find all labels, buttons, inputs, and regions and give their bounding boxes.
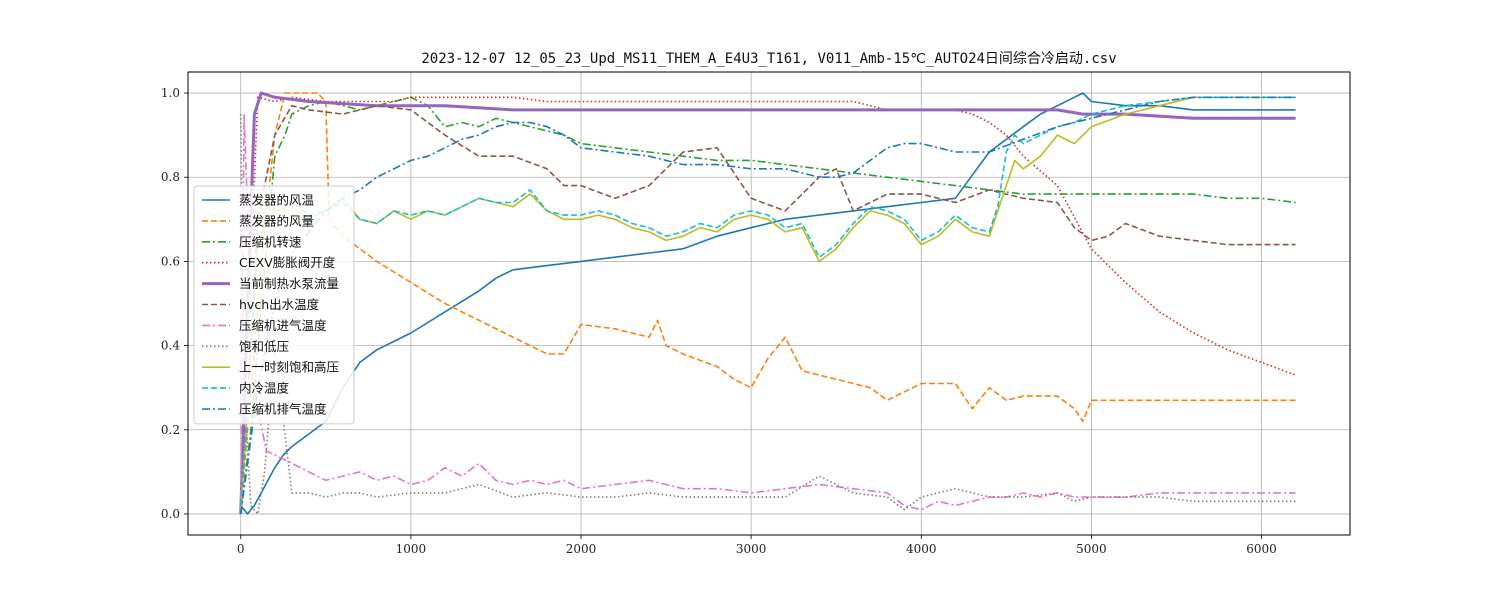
legend-label: 压缩机排气温度: [239, 402, 327, 417]
legend-label: 蒸发器的风温: [239, 193, 315, 208]
x-tick-label: 1000: [396, 542, 427, 556]
series-lines: [239, 91, 1296, 515]
axes-frame: [187, 71, 1351, 536]
legend-label: 饱和低压: [239, 339, 289, 354]
chart-title: 2023-12-07 12_05_23_Upd_MS11_THEM_A_E4U3…: [421, 51, 1116, 67]
grid-lines: [188, 72, 1350, 535]
y-tick-label: 0.0: [161, 507, 180, 521]
series-line-4: [239, 91, 1296, 515]
series-line-6: [239, 113, 1296, 515]
legend-label: 压缩机转速: [239, 234, 302, 249]
legend-label: 压缩机进气温度: [239, 318, 327, 333]
series-line-5: [239, 104, 1296, 515]
y-tick-label: 0.2: [161, 423, 180, 437]
y-tick-label: 0.8: [161, 170, 180, 184]
x-tick-label: 5000: [1076, 542, 1107, 556]
legend-label: 内冷温度: [239, 381, 290, 396]
legend-label: 当前制热水泵流量: [239, 276, 339, 291]
legend-box: [193, 185, 355, 425]
legend-label: CEXV膨胀阀开度: [239, 255, 336, 270]
legend-label: 蒸发器的风量: [239, 213, 314, 228]
legend-label: hvch出水温度: [239, 297, 320, 312]
x-tick-label: 2000: [566, 542, 597, 556]
series-line-0: [240, 92, 1296, 515]
y-tick-label: 1.0: [161, 86, 180, 100]
y-tick-label: 0.4: [161, 339, 180, 353]
series-line-10: [239, 96, 1296, 515]
y-tick-label: 0.6: [161, 254, 180, 268]
series-line-7: [239, 114, 1296, 515]
x-tick-label: 4000: [906, 542, 937, 556]
series-line-8: [239, 96, 1296, 515]
axis-ticks: 0 1000 2000 3000 4000 5000 6000 0.0 0.2 0.4 0.6 0.8…: [161, 86, 1277, 556]
series-line-9: [239, 96, 1296, 515]
legend-label: 上一时刻饱和高压: [239, 360, 339, 375]
x-tick-label: 3000: [736, 542, 767, 556]
x-tick-label: 6000: [1246, 542, 1277, 556]
x-tick-label: 0: [237, 542, 245, 556]
